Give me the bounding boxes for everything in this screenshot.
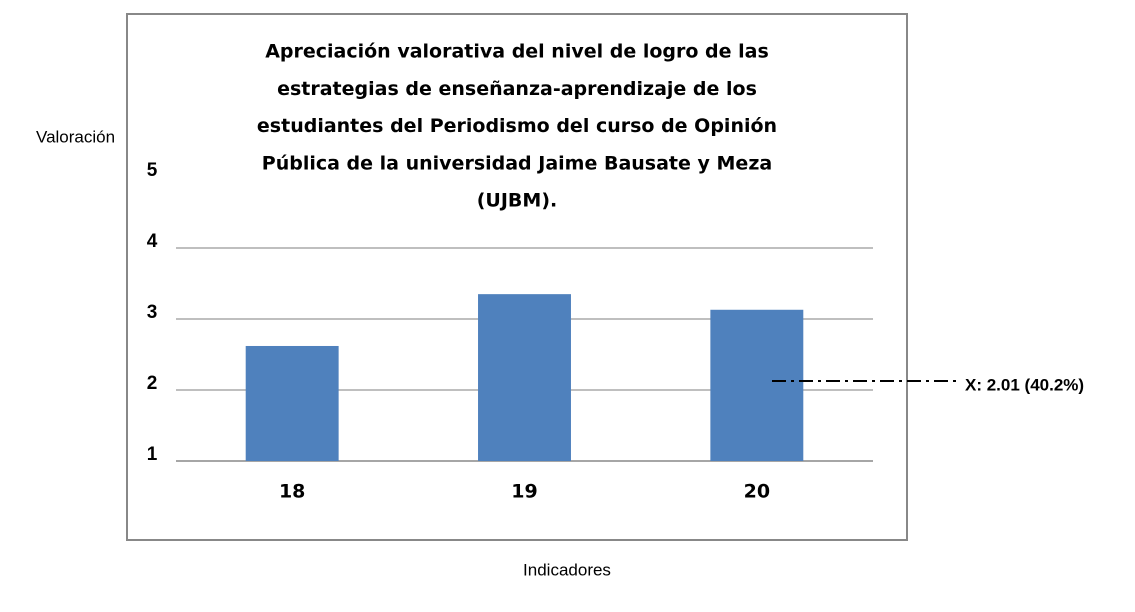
y-tick-label: 5 [147,160,158,181]
title-line: Pública de la universidad Jaime Bausate … [262,152,772,174]
y-tick-label: 4 [147,231,158,252]
y-tick-label: 1 [147,444,158,465]
x-axis-label: Indicadores [523,560,611,579]
bar [245,345,339,461]
x-tick-label: 20 [744,481,770,503]
bar [710,309,804,461]
title-line: estrategias de enseñanza-aprendizaje de … [277,78,757,100]
annotation: X: 2.01 (40.2%) [965,375,1084,394]
x-tick-label: 18 [279,481,305,503]
chart-title: Apreciación valorativa del nivel de logr… [257,41,777,212]
bar [478,294,571,461]
title-line: Apreciación valorativa del nivel de logr… [265,41,769,63]
y-tick-label: 3 [147,302,158,323]
title-line: estudiantes del Periodismo del curso de … [257,115,777,137]
x-tick-label: 19 [511,481,537,503]
y-tick-label: 2 [147,373,158,394]
title-line: (UJBM). [477,190,557,212]
y-axis-label: Valoración [36,127,115,146]
